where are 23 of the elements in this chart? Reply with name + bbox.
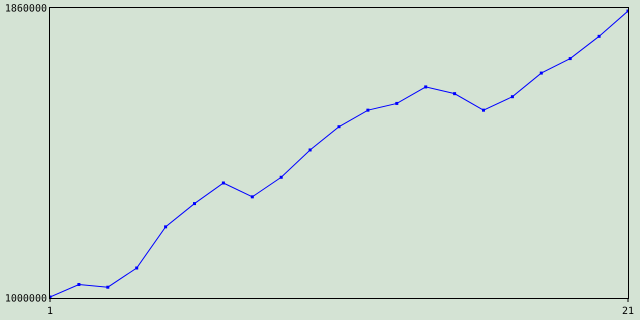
point xyxy=(338,125,340,128)
x-tick-label: 21 xyxy=(622,306,634,317)
point xyxy=(308,148,312,152)
point xyxy=(424,85,428,88)
point xyxy=(568,57,572,60)
y-tick-label: 1000000 xyxy=(4,294,47,304)
point xyxy=(482,108,485,112)
x-tick-label: 1 xyxy=(46,306,54,317)
point xyxy=(106,286,110,289)
point xyxy=(77,283,80,286)
point xyxy=(540,72,543,75)
point xyxy=(280,176,283,179)
point xyxy=(222,182,225,185)
point xyxy=(164,225,168,228)
point xyxy=(598,34,601,38)
point xyxy=(135,266,138,270)
y-tick-label: 1860000 xyxy=(4,4,47,14)
point xyxy=(453,92,456,96)
point xyxy=(250,195,254,198)
point xyxy=(193,202,196,206)
point xyxy=(395,102,398,105)
point xyxy=(366,108,370,112)
point xyxy=(510,95,514,98)
